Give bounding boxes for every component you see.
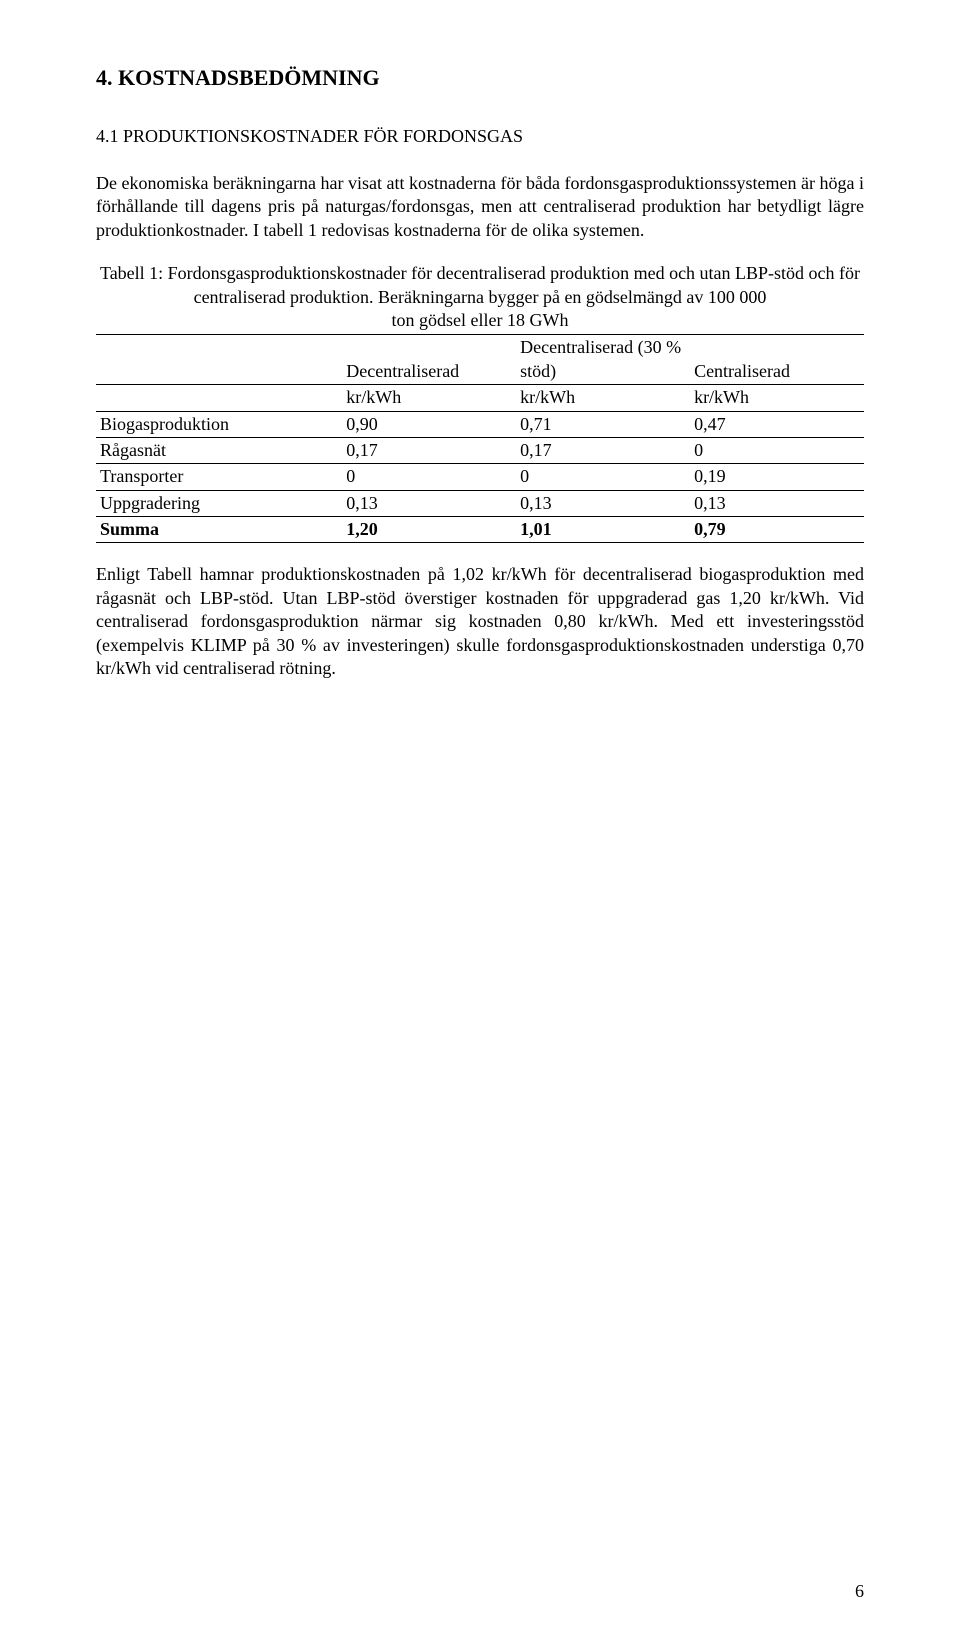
- table-caption-line2: ton gödsel eller 18 GWh: [392, 310, 569, 330]
- sum-val: 1,20: [342, 517, 516, 543]
- row-val: 0: [516, 464, 690, 490]
- col-header-decentral-30: Decentraliserad (30 % stöd): [516, 335, 690, 385]
- table-unit-row: kr/kWh kr/kWh kr/kWh: [96, 385, 864, 411]
- row-val: 0,13: [342, 490, 516, 516]
- section-heading: 4. KOSTNADSBEDÖMNING: [96, 64, 864, 93]
- subsection-heading: 4.1 PRODUKTIONSKOSTNADER FÖR FORDONSGAS: [96, 125, 864, 148]
- row-label: Transporter: [96, 464, 342, 490]
- row-label: Biogasproduktion: [96, 411, 342, 437]
- unit-c2: kr/kWh: [342, 385, 516, 411]
- col-header-central: Centraliserad: [690, 335, 864, 385]
- unit-blank: [96, 385, 342, 411]
- row-val: 0,47: [690, 411, 864, 437]
- sum-label: Summa: [96, 517, 342, 543]
- row-label: Rågasnät: [96, 437, 342, 463]
- row-val: 0,71: [516, 411, 690, 437]
- table-caption-line1: Tabell 1: Fordonsgasproduktionskostnader…: [100, 263, 860, 306]
- row-label: Uppgradering: [96, 490, 342, 516]
- row-val: 0,17: [342, 437, 516, 463]
- row-val: 0: [690, 437, 864, 463]
- cost-table: Decentraliserad Decentraliserad (30 % st…: [96, 334, 864, 543]
- row-val: 0,90: [342, 411, 516, 437]
- paragraph-2: Enligt Tabell hamnar produktionskostnade…: [96, 563, 864, 680]
- page-number: 6: [0, 1580, 960, 1603]
- col-header-decentral: Decentraliserad: [342, 335, 516, 385]
- sum-val: 1,01: [516, 517, 690, 543]
- row-val: 0,13: [516, 490, 690, 516]
- row-val: 0,13: [690, 490, 864, 516]
- table-row: Rågasnät 0,17 0,17 0: [96, 437, 864, 463]
- unit-c4: kr/kWh: [690, 385, 864, 411]
- unit-c3: kr/kWh: [516, 385, 690, 411]
- table-row: Uppgradering 0,13 0,13 0,13: [96, 490, 864, 516]
- table-header-row: Decentraliserad Decentraliserad (30 % st…: [96, 335, 864, 385]
- row-val: 0: [342, 464, 516, 490]
- table-row: Transporter 0 0 0,19: [96, 464, 864, 490]
- table-sum-row: Summa 1,20 1,01 0,79: [96, 517, 864, 543]
- table-row: Biogasproduktion 0,90 0,71 0,47: [96, 411, 864, 437]
- row-val: 0,17: [516, 437, 690, 463]
- sum-val: 0,79: [690, 517, 864, 543]
- row-val: 0,19: [690, 464, 864, 490]
- col-header-blank: [96, 335, 342, 385]
- table-caption: Tabell 1: Fordonsgasproduktionskostnader…: [96, 262, 864, 332]
- paragraph-1: De ekonomiska beräkningarna har visat at…: [96, 172, 864, 242]
